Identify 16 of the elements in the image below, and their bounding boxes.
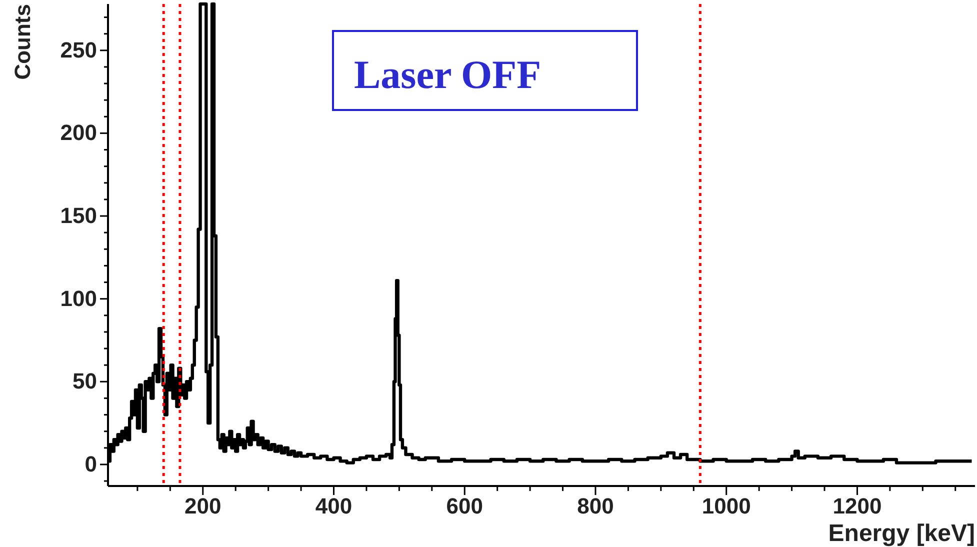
- y-tick-label: 150: [60, 203, 97, 228]
- text-box: Laser OFF: [332, 30, 638, 111]
- x-tick-label: 600: [446, 494, 483, 519]
- x-tick-label: 400: [315, 494, 352, 519]
- y-tick-label: 200: [60, 120, 97, 146]
- x-tick-label: 200: [184, 494, 222, 519]
- x-axis-title: Energy [keV]: [828, 520, 975, 547]
- x-tick-label: 1200: [832, 494, 882, 519]
- annotation: Laser OFF: [354, 52, 542, 97]
- y-tick-label: 250: [60, 37, 97, 62]
- y-axis-title: Counts: [10, 4, 35, 80]
- x-tick-label: 800: [577, 494, 614, 519]
- y-tick-label: 100: [60, 286, 97, 311]
- y-tick-label: 50: [72, 368, 97, 394]
- y-tick-label: 0: [84, 452, 97, 477]
- x-tick-label: 1000: [702, 494, 751, 519]
